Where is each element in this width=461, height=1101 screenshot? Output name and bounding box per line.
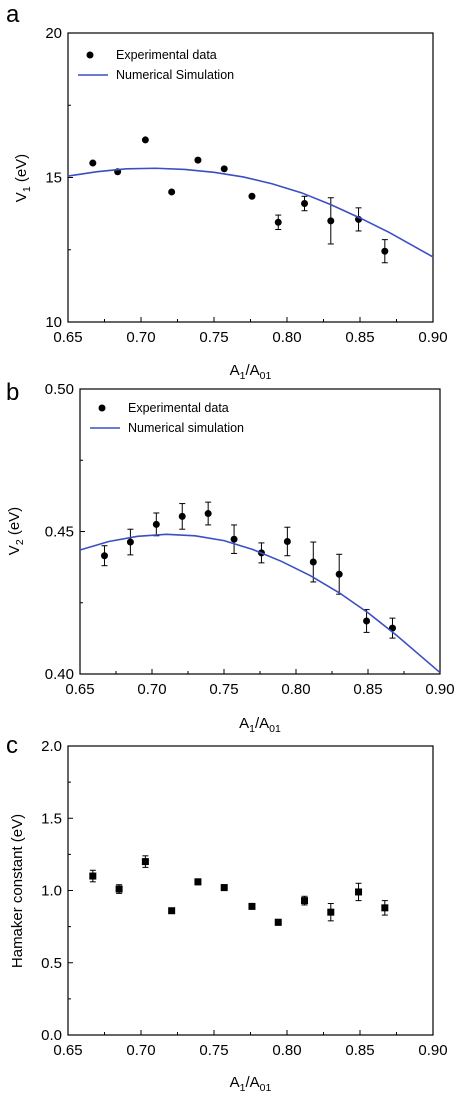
y-tick-label: 0.40 — [45, 666, 74, 683]
y-tick-label: 20 — [45, 25, 62, 42]
x-tick-label: 0.70 — [137, 681, 166, 698]
x-tick-label: 0.90 — [418, 329, 447, 346]
x-axis-label: A1/A01 — [239, 715, 281, 735]
data-point — [141, 136, 149, 144]
panel-label-b: b — [6, 379, 19, 406]
x-tick-label: 0.80 — [281, 681, 310, 698]
legend-entry: Numerical Simulation — [116, 68, 234, 82]
data-point — [220, 165, 228, 173]
chart-panel-b: 0.65 0.70 0.75 0.80 0.85 0.90 0.40 0.45 0.50 A1/A… — [6, 381, 455, 735]
data-point — [115, 885, 123, 893]
y-axis-label: V1 (eV) — [13, 154, 33, 202]
panel-label-a: a — [6, 1, 20, 28]
x-tick-label: 0.90 — [418, 1042, 447, 1059]
legend-entry: Numerical simulation — [128, 421, 244, 435]
x-axis-label: A1/A01 — [230, 1074, 272, 1094]
data-point — [327, 908, 335, 916]
data-point — [335, 570, 343, 578]
y-tick-label: 0.0 — [41, 1027, 62, 1044]
y-tick-label: 1.5 — [41, 810, 62, 827]
x-tick-label: 0.75 — [209, 681, 238, 698]
data-point — [100, 552, 108, 560]
data-point — [381, 904, 389, 912]
y-tick-label: 2.0 — [41, 738, 62, 755]
legend-entry: Experimental data — [116, 48, 217, 62]
data-point — [355, 888, 363, 896]
chart-panel-c: 0.65 0.70 0.75 0.80 0.85 0.90 0.0 0.5 1.0 1.5 2.0 A… — [9, 738, 448, 1094]
x-tick-label: 0.80 — [272, 1042, 301, 1059]
y-tick-label: 0.45 — [45, 524, 74, 541]
x-tick-label: 0.75 — [199, 1042, 228, 1059]
y-tick-label: 0.50 — [45, 381, 74, 398]
legend-marker-swatch — [86, 51, 94, 59]
y-tick-label: 15 — [45, 170, 62, 187]
x-tick-label: 0.70 — [126, 1042, 155, 1059]
data-point — [89, 872, 97, 880]
legend-entry: Experimental data — [128, 401, 229, 415]
data-point — [301, 200, 309, 208]
data-point — [168, 188, 176, 196]
legend-marker-swatch — [98, 404, 106, 412]
x-tick-label: 0.75 — [199, 329, 228, 346]
data-point — [178, 512, 186, 520]
simulation-curve — [67, 167, 434, 258]
data-point — [89, 159, 97, 167]
data-point — [274, 918, 282, 926]
plot-frame — [67, 745, 434, 1036]
simulation-curve — [79, 533, 441, 674]
data-point — [363, 617, 371, 625]
data-point — [274, 218, 282, 226]
data-point — [126, 538, 134, 546]
data-point — [301, 897, 309, 905]
panel-label-c: c — [6, 732, 18, 759]
data-point — [309, 558, 317, 566]
x-tick-label: 0.65 — [65, 681, 94, 698]
data-point — [230, 535, 238, 543]
y-axis-label: Hamaker constant (eV) — [9, 814, 26, 968]
data-point — [248, 902, 256, 910]
data-point — [194, 156, 202, 164]
x-tick-label: 0.70 — [126, 329, 155, 346]
data-point — [248, 192, 256, 200]
x-tick-label: 0.85 — [345, 1042, 374, 1059]
data-point — [141, 858, 149, 866]
x-tick-label: 0.80 — [272, 329, 301, 346]
data-point — [381, 247, 389, 255]
y-axis-label: V2 (eV) — [6, 507, 26, 555]
x-tick-label: 0.85 — [353, 681, 382, 698]
x-tick-label: 0.65 — [53, 329, 82, 346]
data-point — [327, 217, 335, 225]
x-tick-label: 0.90 — [425, 681, 454, 698]
data-point — [283, 537, 291, 545]
y-tick-label: 10 — [45, 314, 62, 331]
y-tick-label: 0.5 — [41, 955, 62, 972]
data-point — [204, 510, 212, 518]
x-axis-label: A1/A01 — [230, 362, 272, 382]
data-point — [194, 878, 202, 886]
data-point — [168, 907, 176, 915]
x-tick-label: 0.85 — [345, 329, 374, 346]
data-point — [152, 520, 160, 528]
x-tick-label: 0.65 — [53, 1042, 82, 1059]
chart-panel-a: 0.65 0.70 0.75 0.80 0.85 0.90 10 15 20 A1/A01 V1 (… — [13, 25, 448, 382]
data-point — [220, 884, 228, 892]
y-tick-label: 1.0 — [41, 883, 62, 900]
